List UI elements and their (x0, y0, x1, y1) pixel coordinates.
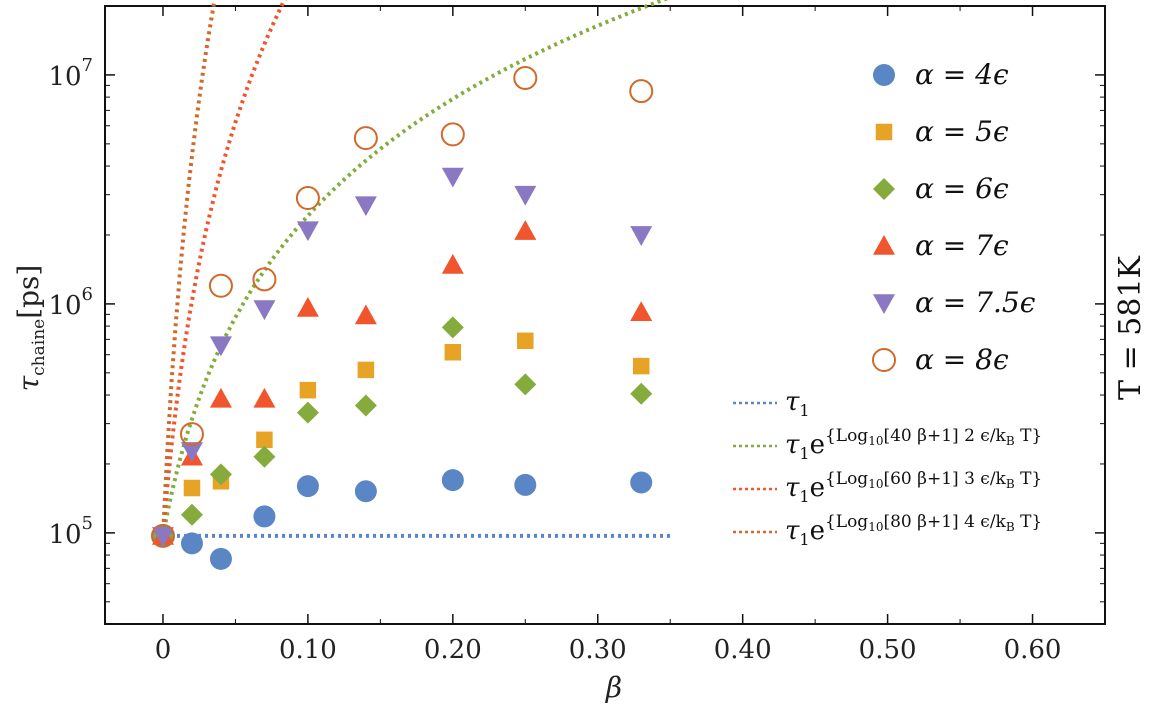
data-point-open-circle (872, 348, 896, 372)
data-point-diamond (514, 373, 537, 396)
data-point-circle (180, 532, 203, 555)
data-point-triangle-up (296, 296, 319, 317)
data-point-triangle-down (354, 196, 377, 217)
data-point-triangle-up (209, 387, 232, 408)
y-tick-label: 105 (48, 513, 93, 550)
x-tick-label: 0 (155, 635, 172, 665)
data-point-triangle-down (209, 336, 232, 357)
data-point-triangle-down (873, 294, 895, 314)
legend-label: α = 5ϵ (915, 115, 1009, 148)
data-point-diamond (441, 316, 464, 339)
y-tick-label: 106 (48, 284, 93, 321)
legend-label: α = 4ϵ (915, 58, 1009, 91)
data-point-circle (296, 475, 319, 498)
data-point-diamond (873, 178, 895, 200)
data-point-open-circle (629, 79, 654, 104)
data-point-triangle-down (151, 527, 174, 547)
data-point-square (299, 381, 317, 399)
x-axis-label: β (605, 671, 622, 704)
x-tick-label: 0.50 (859, 635, 917, 665)
data-point-diamond (180, 503, 203, 526)
data-point-circle (514, 473, 537, 496)
legend-line-label: τ1e{Log10[40 β+1] 2 ϵ/kB T} (785, 426, 1042, 463)
data-point-triangle-up (441, 253, 464, 274)
data-point-diamond (296, 401, 319, 424)
x-tick-label: 0.60 (1004, 635, 1062, 665)
data-point-open-circle (295, 186, 320, 211)
temperature-label: T = 581K (1113, 255, 1148, 399)
x-tick-label: 0.30 (569, 635, 627, 665)
data-point-diamond (354, 394, 377, 417)
data-point-square (875, 123, 893, 141)
data-point-triangle-down (514, 185, 537, 206)
data-point-circle (209, 547, 232, 570)
data-point-triangle-up (253, 387, 276, 408)
data-point-circle (354, 480, 377, 503)
data-point-triangle-down (253, 300, 276, 321)
legend-label: α = 7ϵ (915, 229, 1009, 262)
data-point-triangle-up (514, 220, 537, 240)
data-point-diamond (253, 445, 276, 468)
data-point-square (357, 361, 375, 379)
data-point-square (632, 357, 650, 375)
y-axis-label: τchaine[ps] (12, 265, 49, 392)
data-point-triangle-down (180, 442, 203, 462)
data-point-square (183, 479, 201, 497)
data-point-open-circle (179, 422, 204, 447)
data-point-diamond (630, 382, 653, 405)
data-point-square (517, 332, 534, 350)
legend-label: α = 8ϵ (915, 343, 1009, 376)
data-point-triangle-up (354, 304, 377, 325)
fit-line (161, 0, 669, 537)
data-point-circle (441, 469, 464, 492)
x-tick-label: 0.40 (714, 635, 772, 665)
data-point-circle (253, 505, 276, 528)
data-point-circle (630, 471, 653, 494)
data-point-triangle-up (630, 301, 653, 321)
x-tick-label: 0.20 (424, 635, 482, 665)
fit-line (161, 0, 217, 537)
data-point-open-circle (513, 65, 538, 90)
data-point-triangle-down (630, 226, 653, 246)
legend-line-label: τ1 (785, 387, 810, 420)
plot-frame (104, 5, 1106, 625)
data-point-open-circle (440, 122, 465, 147)
legend-line-label: τ1e{Log10[80 β+1] 4 ϵ/kB T} (785, 512, 1042, 549)
legend-line-label: τ1e{Log10[60 β+1] 3 ϵ/kB T} (785, 469, 1042, 506)
data-point-diamond (209, 463, 232, 486)
legend-label: α = 7.5ϵ (915, 286, 1036, 319)
data-point-open-circle (208, 273, 233, 298)
data-point-triangle-up (873, 235, 895, 255)
legend-label: α = 6ϵ (915, 172, 1009, 205)
data-point-triangle-down (296, 221, 319, 242)
data-point-open-circle (252, 267, 277, 292)
data-point-square (256, 431, 273, 449)
fit-line (161, 0, 287, 537)
data-point-open-circle (353, 126, 378, 151)
data-point-triangle-down (441, 167, 464, 188)
y-tick-label: 107 (48, 55, 93, 92)
x-tick-label: 0.10 (279, 635, 337, 665)
data-point-square (444, 343, 462, 361)
data-point-circle (873, 64, 895, 86)
data-point-open-circle (150, 523, 175, 548)
